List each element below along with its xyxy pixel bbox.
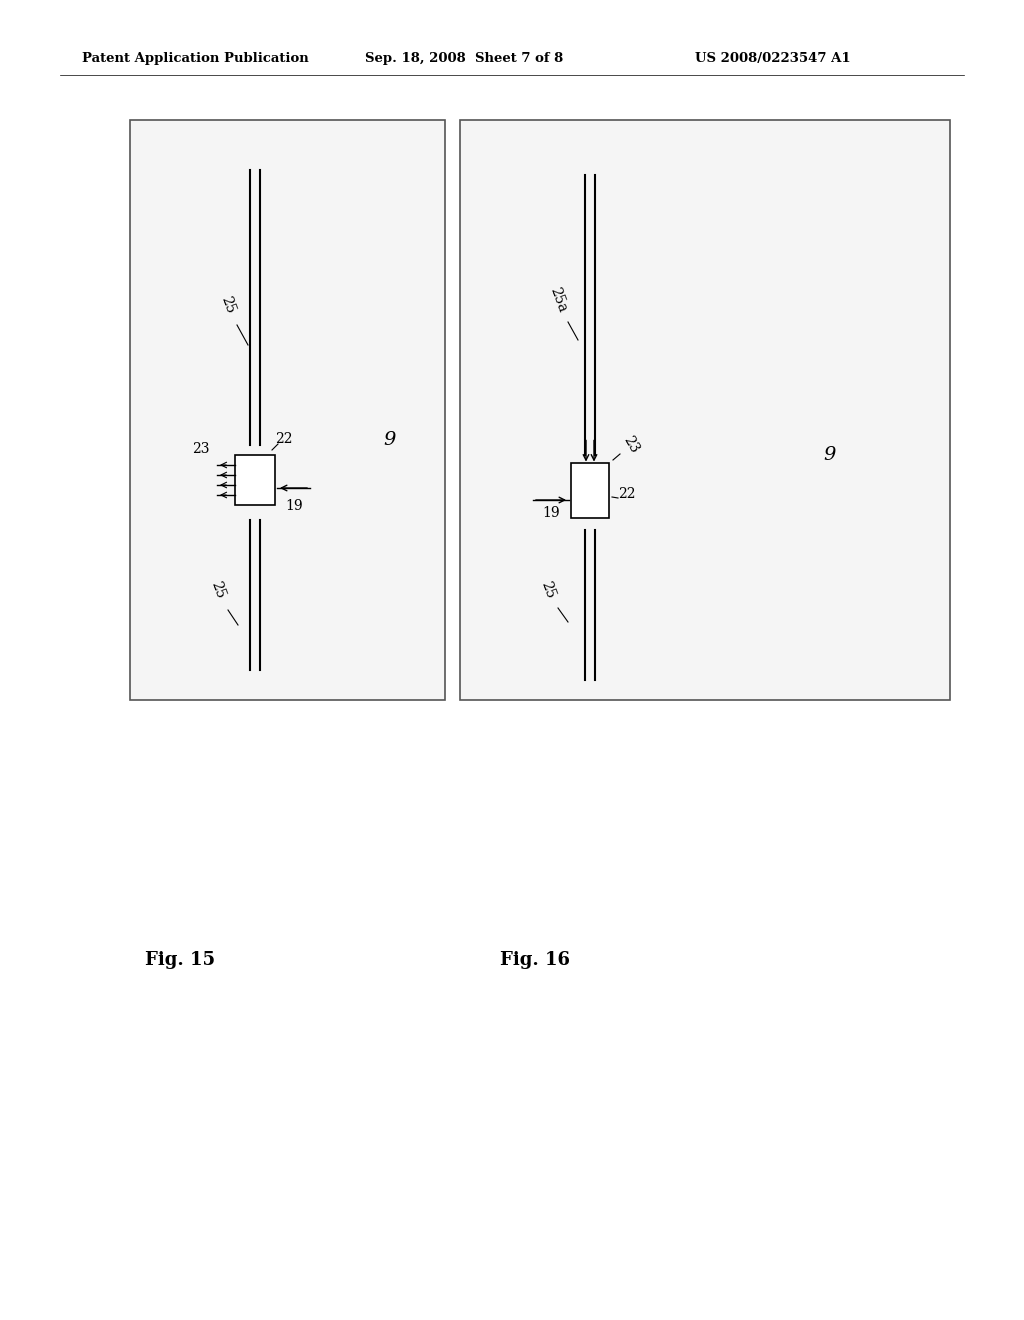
Bar xyxy=(571,462,609,517)
Text: Patent Application Publication: Patent Application Publication xyxy=(82,51,309,65)
Bar xyxy=(130,120,445,700)
Text: 19: 19 xyxy=(542,506,560,520)
Text: 23: 23 xyxy=(620,434,641,455)
Text: US 2008/0223547 A1: US 2008/0223547 A1 xyxy=(695,51,851,65)
Bar xyxy=(460,120,950,700)
Text: 25: 25 xyxy=(209,579,227,601)
Text: 25: 25 xyxy=(218,294,238,315)
Text: 22: 22 xyxy=(275,432,293,446)
Text: Fig. 16: Fig. 16 xyxy=(500,950,570,969)
Text: 23: 23 xyxy=(193,442,210,455)
Text: Fig. 15: Fig. 15 xyxy=(145,950,215,969)
Text: 25a: 25a xyxy=(547,285,569,314)
Text: Sep. 18, 2008  Sheet 7 of 8: Sep. 18, 2008 Sheet 7 of 8 xyxy=(365,51,563,65)
Text: 19: 19 xyxy=(285,499,303,513)
Text: 22: 22 xyxy=(618,487,636,502)
Text: 25: 25 xyxy=(539,579,558,601)
Bar xyxy=(234,455,275,506)
Text: 9: 9 xyxy=(384,432,396,449)
Text: 9: 9 xyxy=(824,446,837,465)
